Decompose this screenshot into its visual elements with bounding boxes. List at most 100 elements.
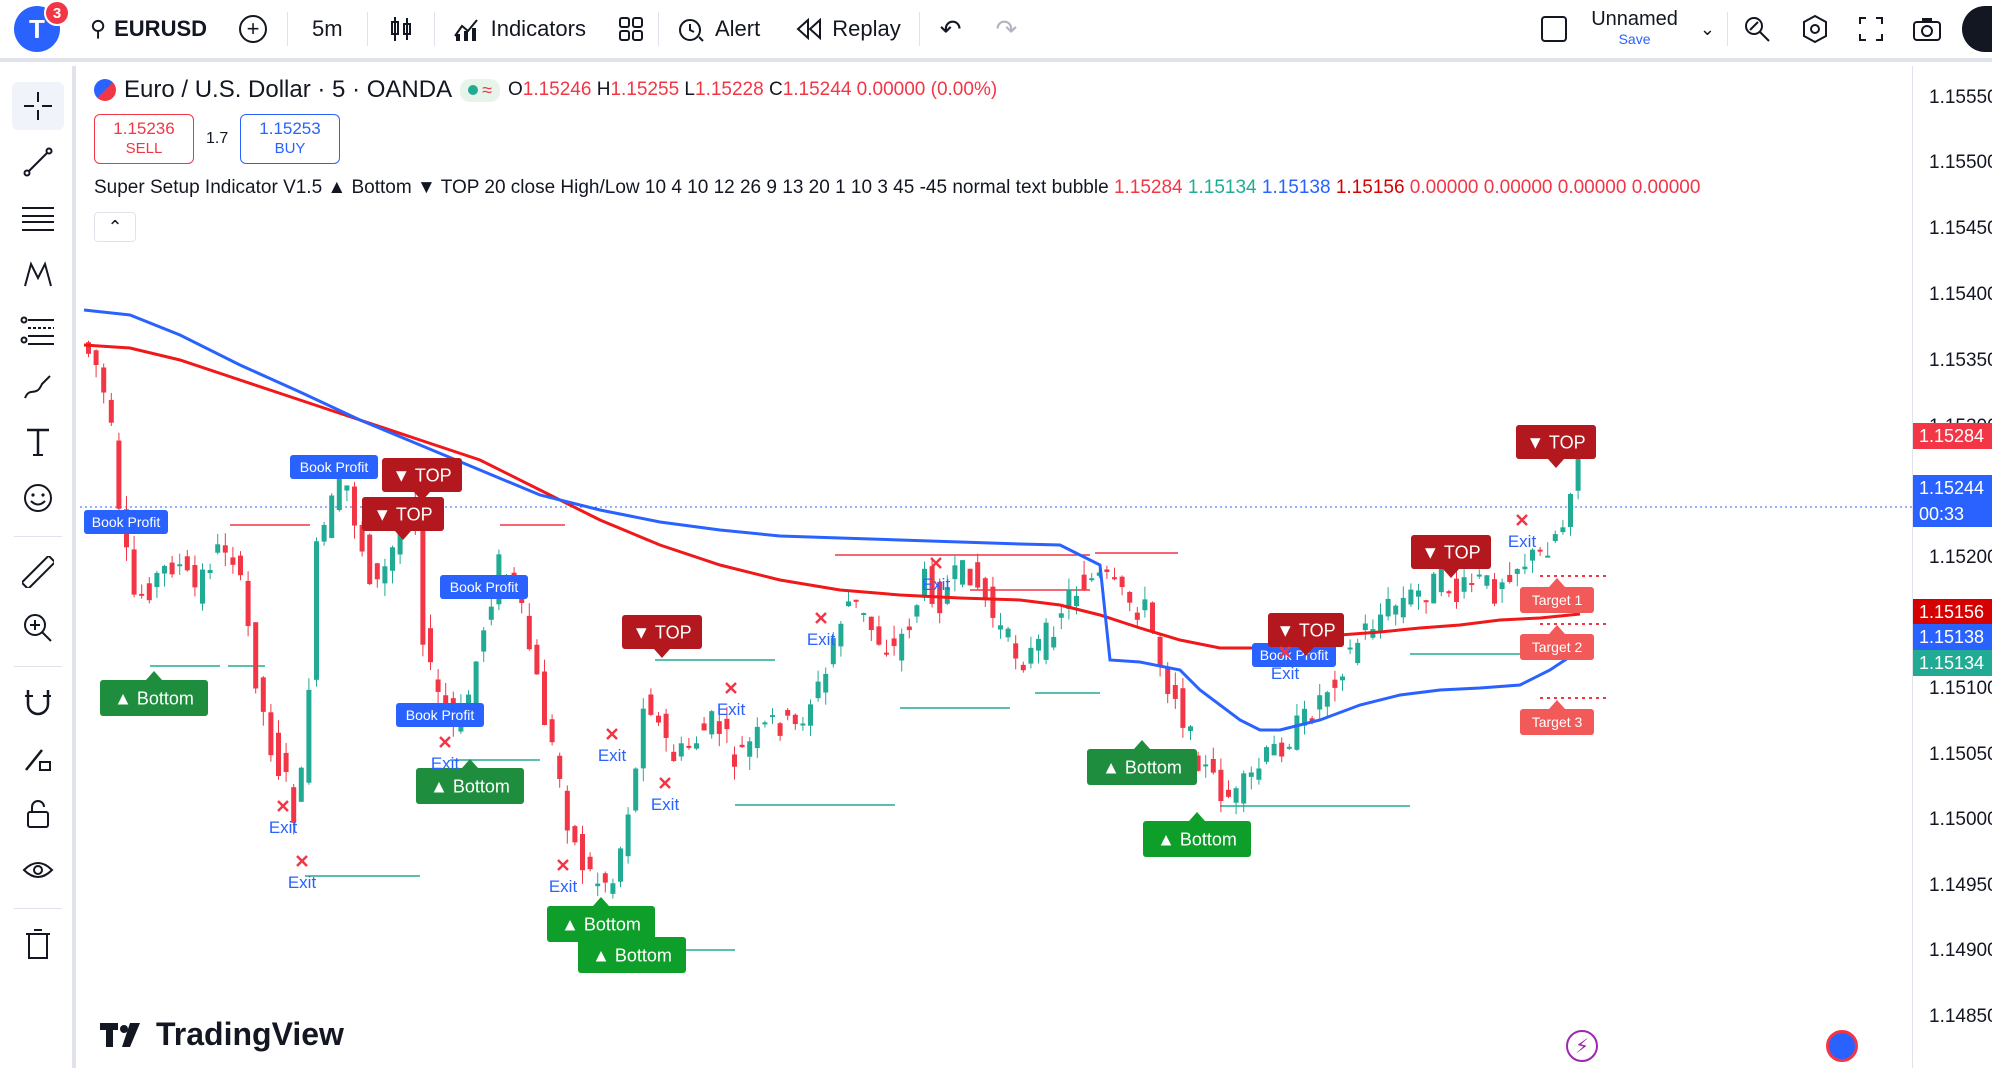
screenshot-button[interactable] <box>1898 0 1956 60</box>
candle-body <box>1188 726 1193 732</box>
candle-body <box>1324 692 1330 707</box>
candle-body <box>1431 573 1437 604</box>
trend-line-tool[interactable] <box>12 138 64 186</box>
top-label-arrow <box>1443 569 1459 578</box>
bottom-label-arrow <box>462 759 478 768</box>
ruler-icon <box>22 556 54 588</box>
price-axis-label: 1.14950 <box>1929 875 1992 896</box>
spread-value: 1.7 <box>206 130 229 147</box>
bottom-label-bg <box>578 937 686 973</box>
quick-search-button[interactable] <box>1728 0 1786 60</box>
fib-icon <box>20 316 54 345</box>
chart-type-button[interactable] <box>368 0 434 60</box>
undo-icon: ↶ <box>939 13 962 44</box>
measure-tool[interactable] <box>12 548 64 596</box>
camera-icon <box>1913 18 1941 41</box>
lock-icon <box>27 800 49 828</box>
crosshair-tool[interactable] <box>12 82 64 130</box>
user-avatar[interactable]: T 3 <box>14 0 70 52</box>
fib-tool[interactable] <box>12 306 64 354</box>
layout-checkbox[interactable] <box>1527 0 1581 60</box>
bottom-label-text: ▲ Bottom <box>561 914 641 934</box>
book-profit-label-text: Book Profit <box>1260 647 1329 663</box>
candle-body <box>1438 563 1444 593</box>
magnet-icon <box>25 690 51 716</box>
candle-body <box>1195 755 1201 771</box>
visibility-tool[interactable] <box>12 846 64 894</box>
layout-menu-button[interactable]: ⌄ <box>1688 0 1727 60</box>
tv-logo-icon <box>100 1022 140 1047</box>
ema-blue-line <box>83 308 1581 732</box>
remove-drawings-tool[interactable] <box>12 920 64 968</box>
top-label: ▼ TOP <box>1268 613 1344 656</box>
candle-body <box>656 715 661 723</box>
candle-body <box>291 787 297 823</box>
candle-body <box>1248 772 1254 777</box>
candle-body <box>724 718 730 730</box>
candle-body <box>633 768 639 811</box>
lock-tool[interactable] <box>12 790 64 838</box>
target-3-label-bg <box>1520 709 1594 735</box>
sell-button[interactable]: 1.15236 SELL <box>94 114 194 164</box>
exit-x-icon <box>439 736 451 748</box>
exit-marker: Exit <box>651 777 679 814</box>
candle-body <box>618 848 623 882</box>
text-tool[interactable] <box>12 418 64 466</box>
indicator-legend[interactable]: Super Setup Indicator V1.5 ▲ Bottom ▼ TO… <box>94 177 1700 199</box>
book-profit-label-bg <box>290 455 378 479</box>
candle-body <box>1241 773 1247 804</box>
redo-button[interactable]: ↷ <box>982 0 1032 60</box>
eu-flag-icon[interactable] <box>1826 1030 1858 1062</box>
pattern-tool[interactable] <box>12 250 64 298</box>
settings-button[interactable] <box>1786 0 1844 60</box>
zoom-tool[interactable] <box>12 604 64 652</box>
toolbar-divider <box>14 666 62 667</box>
price-axis-label: 1.15400 <box>1929 284 1992 305</box>
candle-body <box>1081 574 1087 590</box>
collapse-legend-button[interactable]: ⌃ <box>94 212 136 242</box>
bottom-label: ▲ Bottom <box>547 897 655 942</box>
fullscreen-button[interactable] <box>1844 0 1898 60</box>
chart-pane[interactable]: Book Profit Book Profit Book Profit Book Pr… <box>80 66 1912 1068</box>
price-tag: 1.15138 <box>1913 624 1992 650</box>
indicators-label: Indicators <box>490 16 586 41</box>
candle-body <box>1058 613 1064 618</box>
symbol-legend[interactable]: Euro / U.S. Dollar · 5 · OANDA ≈ O1.1524… <box>94 76 997 104</box>
layout-name-button[interactable]: Unnamed Save <box>1581 0 1688 60</box>
replay-button[interactable]: Replay <box>778 0 918 60</box>
lightning-icon[interactable]: ⚡ <box>1566 1030 1598 1062</box>
bottom-label-text: ▲ Bottom <box>430 776 510 796</box>
undo-button[interactable]: ↶ <box>920 0 982 60</box>
candle-body <box>754 726 760 749</box>
price-axis[interactable]: 1.155501.155001.154501.154001.153501.153… <box>1912 66 1992 1068</box>
price-chart[interactable]: Book Profit Book Profit Book Profit Book Pr… <box>80 66 1912 1068</box>
bottom-label-bg <box>100 680 208 716</box>
exit-x-icon <box>296 855 308 867</box>
symbol-search-button[interactable]: ⚲ EURUSD <box>78 0 219 60</box>
buy-button[interactable]: 1.15253 BUY <box>240 114 340 164</box>
top-toolbar: T 3 ⚲ EURUSD + 5m Indicators Alert Repla… <box>0 0 1992 62</box>
magnet-tool[interactable] <box>12 678 64 726</box>
tradingview-logo[interactable]: TradingView <box>100 1016 344 1053</box>
indicators-button[interactable]: Indicators <box>435 0 604 60</box>
drawing-mode-tool[interactable] <box>12 734 64 782</box>
compare-add-button[interactable]: + <box>219 0 287 60</box>
emoji-tool[interactable] <box>12 474 64 522</box>
horizontal-lines-tool[interactable] <box>12 194 64 242</box>
open-label: O <box>507 79 523 100</box>
candle-body <box>1499 582 1505 590</box>
candle-body <box>929 566 935 604</box>
rewind-icon <box>796 18 822 40</box>
brush-tool[interactable] <box>12 362 64 410</box>
exit-marker: Exit <box>549 859 577 896</box>
market-status-badge[interactable]: ≈ <box>460 78 500 102</box>
trash-icon <box>26 929 50 959</box>
interval-button[interactable]: 5m <box>288 0 367 60</box>
target-2-label-bg <box>1520 634 1594 660</box>
publish-button[interactable] <box>1962 6 1992 52</box>
candle-body <box>1545 555 1551 558</box>
candle-body <box>488 606 494 620</box>
alert-button[interactable]: Alert <box>659 0 778 60</box>
layouts-grid-button[interactable] <box>604 0 658 60</box>
price-axis-label: 1.15350 <box>1929 350 1992 371</box>
